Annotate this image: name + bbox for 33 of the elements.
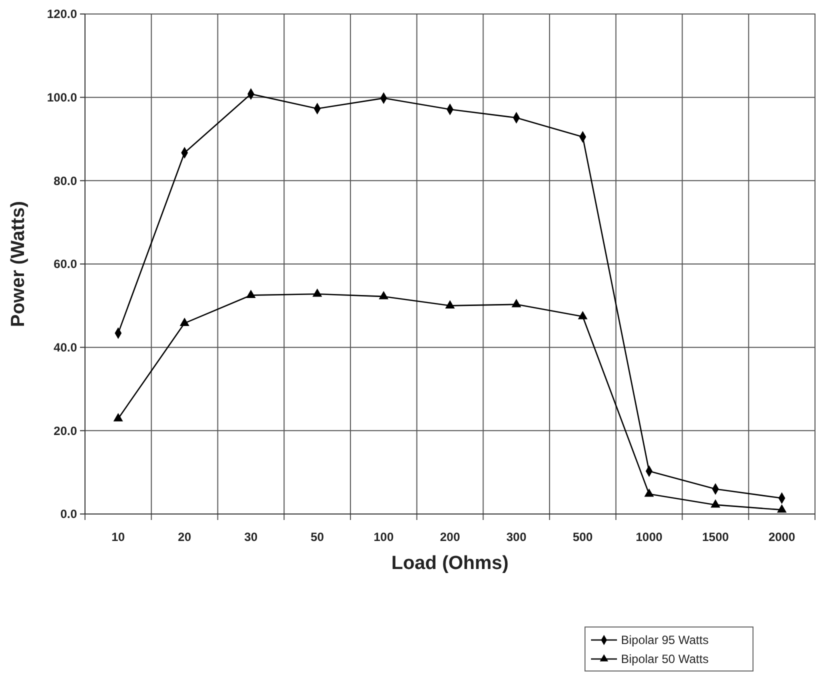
- x-tick-label: 1500: [702, 530, 730, 544]
- y-tick-label: 20.0: [54, 424, 78, 438]
- y-tick-label: 80.0: [54, 174, 78, 188]
- y-tick-label: 0.0: [60, 507, 78, 522]
- legend-label: Bipolar 95 Watts: [621, 633, 709, 648]
- x-tick-label: 200: [440, 530, 460, 544]
- x-tick-label: 1000: [636, 530, 663, 544]
- point: [246, 290, 256, 298]
- x-axis-title: Load (Ohms): [391, 553, 509, 574]
- y-tick-label: 60.0: [54, 257, 78, 272]
- point: [578, 310, 588, 320]
- y-tick-label: 120.0: [46, 7, 78, 22]
- point: [378, 290, 388, 300]
- point: [180, 318, 190, 326]
- x-tick-label: 100: [374, 530, 394, 544]
- point: [445, 300, 455, 308]
- y-tick-label: 40.0: [54, 340, 78, 355]
- x-tick-label: 2000: [768, 530, 796, 544]
- point: [512, 298, 522, 308]
- point: [777, 504, 787, 513]
- x-tick-label: 50: [310, 530, 324, 544]
- x-tick-label: 300: [506, 530, 527, 544]
- legend-label: Bipolar 50 Watts: [621, 652, 709, 666]
- x-tick-label: 30: [244, 530, 258, 544]
- point: [710, 499, 720, 508]
- point: [113, 413, 123, 422]
- y-axis-title: Power (Watts): [8, 201, 29, 327]
- x-tick-label: 20: [178, 530, 192, 544]
- point: [312, 288, 322, 297]
- y-tick-label: 100.0: [46, 90, 78, 105]
- x-tick-label: 10: [112, 530, 126, 544]
- point: [644, 488, 654, 497]
- x-tick-label: 500: [572, 530, 594, 544]
